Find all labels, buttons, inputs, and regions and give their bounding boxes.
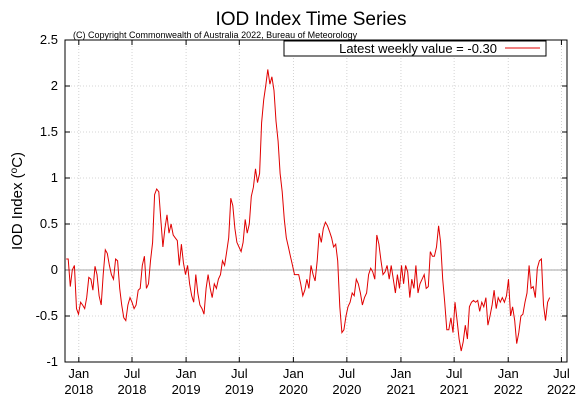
x-tick-label-year: 2019	[225, 382, 254, 397]
x-tick-label-month: Jan	[498, 366, 519, 381]
x-tick-label-month: Jan	[176, 366, 197, 381]
x-tick-label-year: 2022	[494, 382, 523, 397]
chart-title: IOD Index Time Series	[215, 9, 406, 30]
x-tick-label-year: 2022	[547, 382, 576, 397]
y-tick-label: 1.5	[40, 124, 58, 139]
legend-label: Latest weekly value = -0.30	[339, 41, 497, 56]
y-tick-label: 2.5	[40, 32, 58, 47]
x-tick-label-year: 2018	[64, 382, 93, 397]
x-tick-label-year: 2020	[279, 382, 308, 397]
x-tick-label-year: 2019	[172, 382, 201, 397]
x-tick-label-year: 2020	[332, 382, 361, 397]
x-tick-label-month: Jul	[231, 366, 248, 381]
x-tick-label-year: 2018	[118, 382, 147, 397]
y-axis-ticks: -1 -0.5 0 0.5 1 1.5 2 2.5	[36, 32, 567, 369]
x-tick-label-year: 2021	[440, 382, 469, 397]
y-axis-label-degree: o	[9, 167, 20, 173]
x-tick-label-month: Jan	[68, 366, 89, 381]
legend-box	[283, 40, 547, 57]
y-tick-label: 0	[51, 262, 58, 277]
grid	[65, 39, 567, 363]
y-tick-label: 2	[51, 78, 58, 93]
y-axis-label: IOD Index (oC)	[9, 152, 26, 250]
y-tick-label: -0.5	[36, 308, 58, 323]
iod-series-line	[66, 69, 551, 352]
x-tick-label-month: Jul	[339, 366, 356, 381]
x-axis-ticks: Jan2018Jul2018Jan2019Jul2019Jan2020Jul20…	[64, 40, 576, 397]
legend: Latest weekly value = -0.30	[283, 40, 547, 57]
x-tick-label-month: Jan	[390, 366, 411, 381]
y-axis-label-unit: C)	[9, 152, 26, 168]
y-tick-label: -1	[46, 354, 58, 369]
plot-area	[66, 69, 551, 352]
x-tick-label-month: Jan	[283, 366, 304, 381]
x-tick-label-year: 2021	[386, 382, 415, 397]
plot-frame	[64, 39, 568, 363]
x-tick-label-month: Jul	[446, 366, 463, 381]
x-tick-label-month: Jul	[553, 366, 570, 381]
y-tick-label: 0.5	[40, 216, 58, 231]
y-tick-label: 1	[51, 170, 58, 185]
x-tick-label-month: Jul	[124, 366, 141, 381]
y-axis-label-main: IOD Index (	[9, 173, 26, 250]
chart-subtitle: (C) Copyright Commonwealth of Australia …	[73, 30, 358, 40]
